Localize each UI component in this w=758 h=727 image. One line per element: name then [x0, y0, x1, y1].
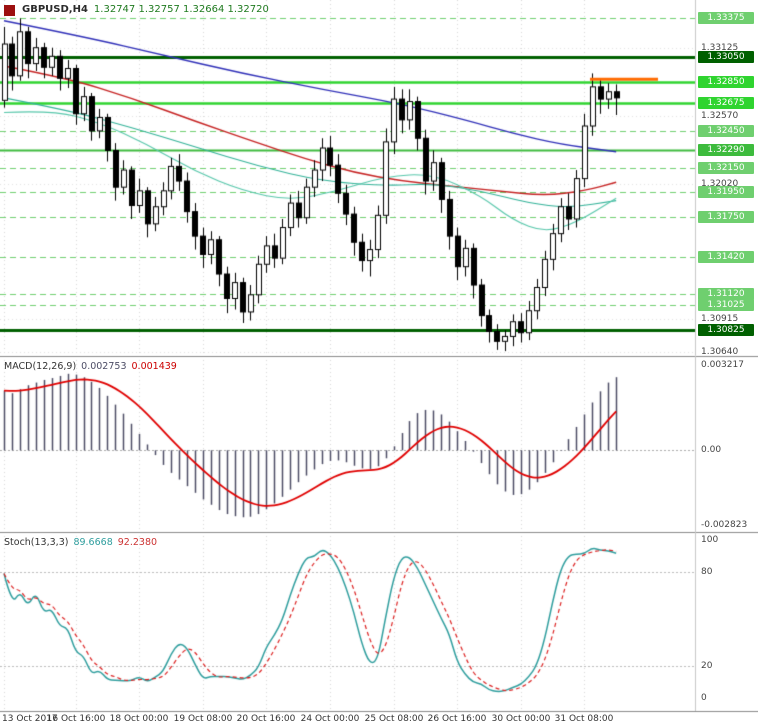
price-level-label: 1.31025: [698, 299, 754, 311]
time-axis-label: 19 Oct 08:00: [173, 714, 233, 724]
chart-title: GBPUSD,H4 1.32747 1.32757 1.32664 1.32720: [22, 4, 269, 15]
macd-axis-label: -0.002823: [701, 520, 748, 530]
time-axis-label: 13 Oct 2017: [2, 714, 58, 724]
price-level-label: 1.31950: [698, 186, 754, 198]
price-level-label: 1.33375: [698, 12, 754, 24]
ohlc-values-label: 1.32747 1.32757 1.32664 1.32720: [93, 4, 269, 15]
price-level-label: 1.31420: [698, 251, 754, 263]
time-axis-label: 30 Oct 00:00: [491, 714, 551, 724]
price-level-label: 1.32450: [698, 125, 754, 137]
time-axis-label: 26 Oct 16:00: [427, 714, 487, 724]
macd-signal-value: 0.001439: [131, 361, 177, 372]
window-icon: [4, 5, 15, 16]
macd-name-label: MACD(12,26,9): [4, 361, 77, 372]
macd-axis-label: 0.00: [701, 445, 722, 455]
time-axis-label: 18 Oct 00:00: [109, 714, 169, 724]
price-level-label: 1.31120: [698, 288, 754, 300]
price-axis-label: 1.30640: [701, 347, 739, 357]
price-level-label: 1.30825: [698, 324, 754, 336]
time-axis-label: 25 Oct 08:00: [364, 714, 424, 724]
time-axis-label: 20 Oct 16:00: [236, 714, 296, 724]
stoch-axis-label: 20: [701, 661, 713, 671]
price-level-label: 1.32850: [698, 76, 754, 88]
stoch-axis-label: 80: [701, 567, 713, 577]
macd-main-value: 0.002753: [81, 361, 127, 372]
price-axis-label: 1.32570: [701, 111, 739, 121]
macd-axis-label: 0.003217: [701, 360, 744, 370]
stoch-axis-label: 100: [701, 535, 719, 545]
time-axis-label: 31 Oct 08:00: [554, 714, 614, 724]
symbol-timeframe-label: GBPUSD,H4: [22, 4, 88, 15]
price-level-label: 1.32150: [698, 162, 754, 174]
stoch-signal-value: 92.2380: [117, 537, 158, 548]
time-axis-label: 24 Oct 00:00: [300, 714, 360, 724]
price-level-label: 1.32675: [698, 97, 754, 109]
price-axis-label: 1.33125: [701, 43, 739, 53]
macd-indicator-label: MACD(12,26,9) 0.002753 0.001439: [4, 361, 177, 372]
price-axis-label: 1.32020: [701, 179, 739, 189]
time-axis-label: 16 Oct 16:00: [46, 714, 106, 724]
stoch-indicator-label: Stoch(13,3,3) 89.6668 92.2380: [4, 537, 157, 548]
stoch-name-label: Stoch(13,3,3): [4, 537, 69, 548]
price-level-label: 1.33050: [698, 51, 754, 63]
stoch-main-value: 89.6668: [73, 537, 113, 548]
price-level-label: 1.31750: [698, 211, 754, 223]
price-axis-label: 1.30915: [701, 314, 739, 324]
stoch-axis-label: 0: [701, 693, 707, 703]
price-level-label: 1.32290: [698, 144, 754, 156]
